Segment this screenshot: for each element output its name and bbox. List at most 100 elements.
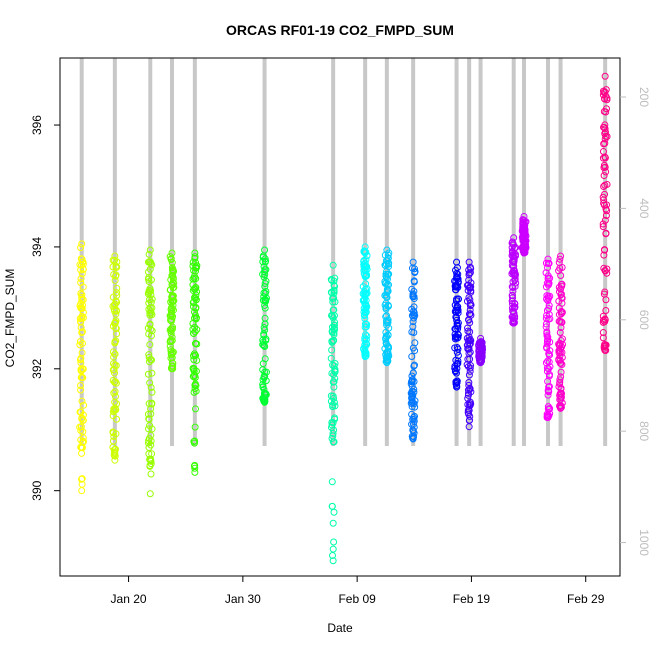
y-tick-label: 390	[30, 480, 44, 500]
data-point	[451, 364, 459, 372]
data-point	[262, 335, 270, 343]
flight-series	[475, 334, 486, 367]
data-point	[508, 292, 516, 300]
data-point	[79, 314, 87, 322]
data-point	[148, 295, 156, 303]
x-tick-label: Jan 30	[225, 592, 261, 606]
data-point	[543, 292, 551, 300]
data-point	[191, 294, 199, 302]
data-point	[557, 402, 565, 410]
data-point	[329, 438, 337, 446]
data-point	[363, 265, 371, 273]
data-point	[147, 470, 155, 478]
data-point	[454, 277, 462, 285]
data-point	[602, 168, 610, 176]
data-point-max	[510, 234, 518, 242]
flight-series	[166, 249, 178, 373]
data-point	[465, 269, 473, 277]
data-point	[411, 265, 419, 273]
data-point	[555, 288, 563, 296]
data-point	[465, 350, 473, 358]
data-point	[261, 297, 269, 305]
data-point	[146, 265, 154, 273]
data-point	[261, 342, 269, 350]
data-point	[330, 277, 338, 285]
data-point	[454, 325, 462, 333]
data-point	[167, 325, 175, 333]
data-point-min	[111, 456, 119, 464]
y-tick-label: 394	[30, 237, 44, 257]
data-point	[467, 288, 475, 296]
x-axis: Jan 20 Jan 30 Feb 09 Feb 19 Feb 29	[111, 576, 605, 606]
data-point	[557, 368, 565, 376]
data-point	[145, 351, 153, 359]
data-point	[362, 262, 370, 270]
data-point	[260, 385, 268, 393]
data-point-min	[409, 435, 417, 443]
data-point	[543, 295, 551, 303]
data-point	[381, 278, 389, 286]
data-point	[190, 364, 198, 372]
data-point	[78, 415, 86, 423]
data-point	[409, 369, 417, 377]
data-point	[112, 271, 120, 279]
data-point	[544, 259, 552, 267]
data-point-max	[168, 249, 176, 257]
data-point	[385, 262, 393, 270]
data-point	[328, 369, 336, 377]
data-point	[465, 371, 473, 379]
data-point	[147, 456, 155, 464]
data-point	[147, 307, 155, 315]
y-axis: 390 392 394 396	[30, 115, 60, 501]
data-point	[331, 274, 339, 282]
data-point	[191, 405, 199, 413]
data-point	[544, 264, 552, 272]
y-right-tick-label: 600	[637, 310, 650, 330]
data-point	[600, 182, 608, 190]
data-point-min	[520, 249, 528, 257]
data-point	[144, 410, 152, 418]
data-point	[112, 337, 120, 345]
data-point	[327, 392, 335, 400]
data-point	[410, 388, 418, 396]
data-point	[169, 272, 177, 280]
data-point	[509, 250, 517, 258]
data-point	[145, 437, 153, 445]
data-point	[111, 452, 119, 460]
data-point	[111, 369, 119, 377]
data-point	[261, 320, 269, 328]
x-axis-label: Date	[327, 621, 353, 635]
data-point	[261, 301, 269, 309]
data-point-min	[168, 365, 176, 373]
data-point	[362, 331, 370, 339]
y-tick-label: 396	[30, 115, 44, 135]
data-point	[411, 312, 419, 320]
data-point	[464, 327, 472, 335]
data-point	[359, 283, 367, 291]
data-point	[465, 284, 473, 292]
data-point	[191, 372, 199, 380]
data-point-min	[383, 359, 391, 367]
data-point-max	[453, 258, 461, 266]
data-point	[169, 313, 177, 321]
data-point	[148, 399, 156, 407]
data-point	[454, 309, 462, 317]
data-point	[542, 320, 550, 328]
flight-series	[109, 252, 121, 464]
data-point	[599, 223, 607, 231]
data-point	[410, 293, 418, 301]
data-point	[601, 125, 609, 133]
data-point	[80, 401, 88, 409]
data-point	[170, 267, 178, 275]
data-point	[330, 312, 338, 320]
data-point	[521, 221, 529, 229]
data-point	[168, 293, 176, 301]
data-point	[542, 359, 550, 367]
data-point	[146, 456, 154, 464]
data-point	[328, 346, 336, 354]
data-point	[168, 264, 176, 272]
data-point-min	[329, 557, 337, 565]
data-point	[600, 140, 608, 148]
data-point	[260, 289, 268, 297]
data-point	[77, 255, 85, 263]
